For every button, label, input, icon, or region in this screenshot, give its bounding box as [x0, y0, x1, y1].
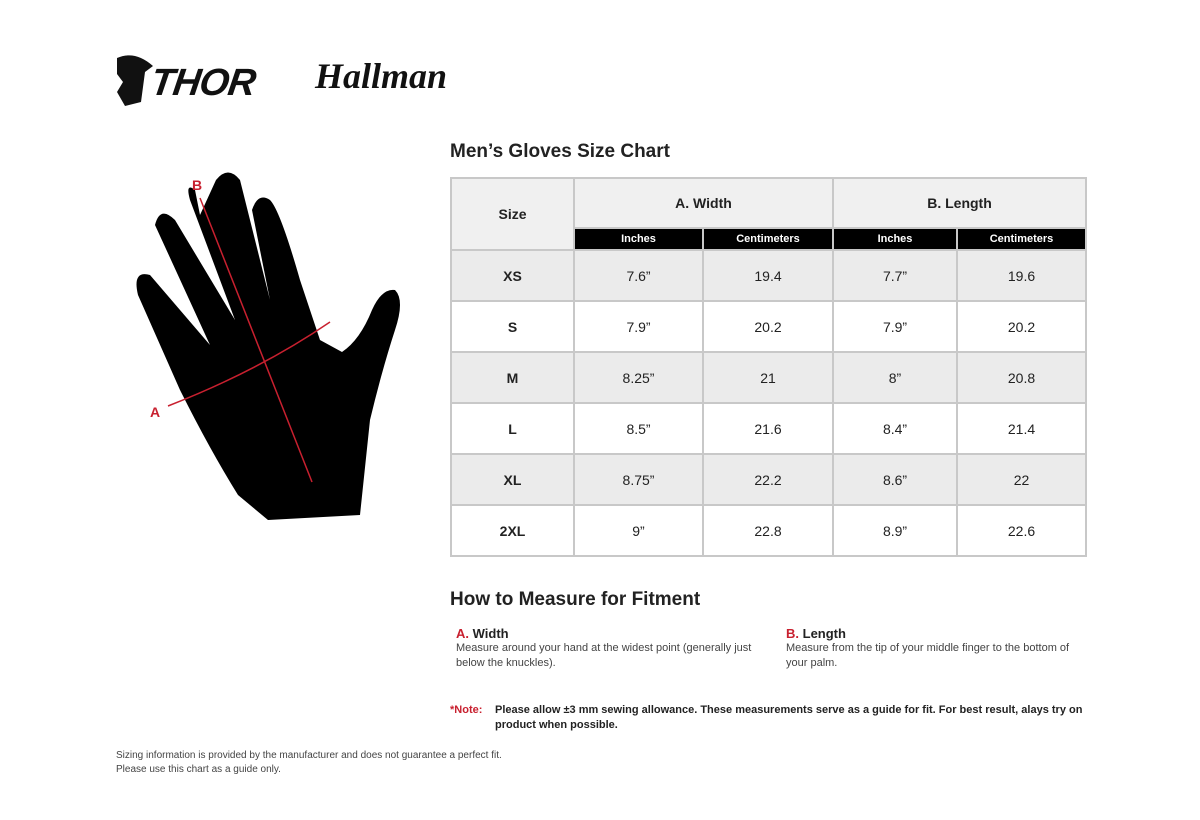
table-row: XS 7.6” 19.4 7.7” 19.6: [450, 249, 1087, 302]
note: *Note: Please allow ±3 mm sewing allowan…: [450, 703, 1090, 733]
width-text: Measure around your hand at the widest p…: [456, 642, 752, 669]
width-arrow: [167, 321, 331, 407]
measure-title: How to Measure for Fitment: [450, 589, 701, 610]
length-text: Measure from the tip of your middle fing…: [786, 642, 1070, 669]
table-row: S 7.9” 20.2 7.9” 20.2: [450, 300, 1087, 353]
table-row: XL 8.75” 22.2 8.6” 22: [450, 453, 1087, 506]
length-header: B. Length: [832, 177, 1087, 229]
footer-disclaimer: Sizing information is provided by the ma…: [116, 749, 502, 777]
table-row: M 8.25” 21 8” 20.8: [450, 351, 1087, 404]
width-label: Width: [472, 626, 509, 641]
size-header: Size: [450, 177, 575, 251]
sub-header: Centimeters: [956, 227, 1087, 251]
cell-w-cm: 22.8: [702, 504, 834, 557]
cell-size: 2XL: [450, 504, 575, 557]
cell-w-cm: 20.2: [702, 300, 834, 353]
letter-b: B.: [786, 626, 799, 641]
cell-l-in: 8.9”: [832, 504, 958, 557]
cell-l-in: 8.6”: [832, 453, 958, 506]
cell-l-in: 8.4”: [832, 402, 958, 455]
hand-silhouette: [136, 172, 400, 520]
cell-w-in: 7.6”: [573, 249, 704, 302]
length-arrow: [199, 197, 313, 483]
cell-l-cm: 21.4: [956, 402, 1087, 455]
sub-header: Inches: [832, 227, 958, 251]
hallman-logo: Hallman: [315, 56, 448, 96]
table-row: L 8.5” 21.6 8.4” 21.4: [450, 402, 1087, 455]
size-table: Size A. Width B. Length Inches Centimete…: [450, 177, 1087, 557]
thor-logo: THOR: [115, 52, 258, 113]
cell-w-in: 9”: [573, 504, 704, 557]
cell-size: M: [450, 351, 575, 404]
cell-w-cm: 22.2: [702, 453, 834, 506]
thor-logo-text: THOR: [148, 62, 258, 104]
cell-l-cm: 22: [956, 453, 1087, 506]
sub-header: Centimeters: [702, 227, 834, 251]
cell-l-cm: 20.2: [956, 300, 1087, 353]
letter-a: A.: [456, 626, 469, 641]
footer-line: Please use this chart as a guide only.: [116, 764, 281, 775]
sub-header: Inches: [573, 227, 704, 251]
measure-width: A. Width Measure around your hand at the…: [456, 626, 756, 671]
label-b: B: [192, 177, 202, 193]
cell-w-in: 8.25”: [573, 351, 704, 404]
footer-line: Sizing information is provided by the ma…: [116, 750, 502, 761]
table-row: 2XL 9” 22.8 8.9” 22.6: [450, 504, 1087, 557]
cell-l-in: 7.9”: [832, 300, 958, 353]
length-label: Length: [802, 626, 846, 641]
thor-helmet-icon: [117, 55, 153, 106]
cell-l-in: 7.7”: [832, 249, 958, 302]
note-key: *Note:: [450, 704, 483, 716]
hand-diagram: B A: [136, 172, 400, 520]
cell-size: S: [450, 300, 575, 353]
cell-l-cm: 20.8: [956, 351, 1087, 404]
cell-w-cm: 19.4: [702, 249, 834, 302]
chart-title: Men’s Gloves Size Chart: [450, 141, 670, 162]
cell-w-in: 8.5”: [573, 402, 704, 455]
cell-w-in: 7.9”: [573, 300, 704, 353]
width-header: A. Width: [573, 177, 834, 229]
cell-w-cm: 21: [702, 351, 834, 404]
cell-w-in: 8.75”: [573, 453, 704, 506]
cell-l-in: 8”: [832, 351, 958, 404]
note-text: Please allow ±3 mm sewing allowance. The…: [495, 704, 1083, 731]
cell-w-cm: 21.6: [702, 402, 834, 455]
cell-l-cm: 19.6: [956, 249, 1087, 302]
cell-size: XL: [450, 453, 575, 506]
measure-length: B. Length Measure from the tip of your m…: [786, 626, 1086, 671]
cell-l-cm: 22.6: [956, 504, 1087, 557]
cell-size: L: [450, 402, 575, 455]
label-a: A: [150, 404, 160, 420]
cell-size: XS: [450, 249, 575, 302]
